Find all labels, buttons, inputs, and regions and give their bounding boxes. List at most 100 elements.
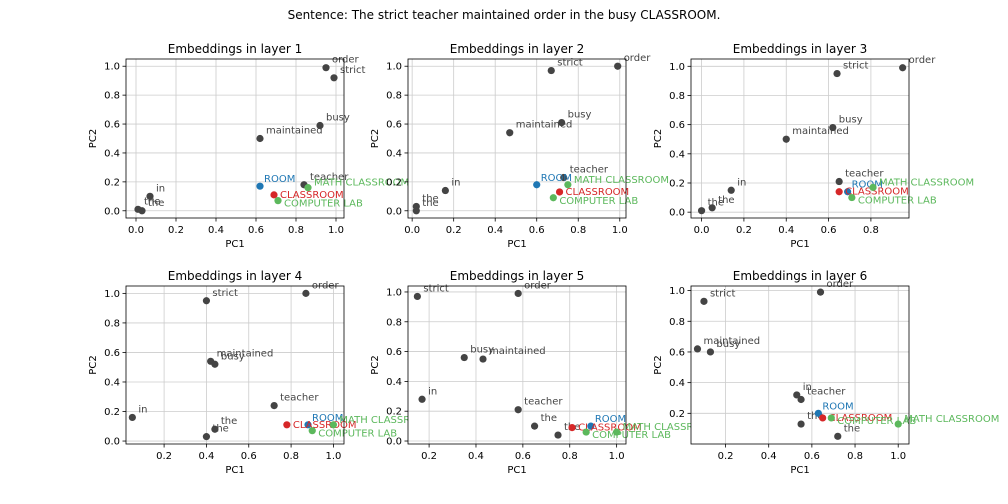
point-computer-lab	[827, 414, 835, 422]
point-label: the	[708, 198, 724, 209]
x-tick-label: 0.2	[156, 451, 172, 462]
point-label: in	[737, 177, 746, 188]
x-tick-label: 0.4	[468, 451, 484, 462]
y-tick-label: 0.2	[104, 177, 120, 188]
point-label: busy	[839, 115, 863, 126]
x-tick-label: 0.2	[421, 451, 437, 462]
point-label: the	[844, 423, 860, 434]
point-order	[899, 64, 907, 72]
y-tick-label: 0.0	[386, 437, 402, 448]
y-tick-label: 0.2	[669, 178, 685, 189]
point-order	[302, 289, 310, 297]
point-label: the	[212, 424, 228, 435]
point-label: in	[138, 404, 147, 415]
point-the	[554, 431, 562, 439]
point-maintained	[256, 134, 264, 143]
point-busy	[316, 121, 324, 130]
point-label: strict	[340, 65, 366, 76]
y-tick-label: 0.6	[104, 120, 120, 131]
point-label: order	[624, 53, 652, 64]
y-tick-label: 0.4	[669, 378, 685, 389]
point-the	[211, 425, 219, 433]
point-strict	[413, 292, 421, 301]
y-tick-label: 0.2	[386, 407, 402, 418]
plot-area	[691, 59, 909, 218]
plot-frame	[125, 58, 345, 219]
point-in	[727, 186, 735, 194]
point-label: CLASSROOM	[845, 187, 909, 198]
point-the	[697, 207, 706, 215]
point-classroom	[283, 421, 291, 429]
x-tick-label: 0.8	[570, 225, 586, 236]
point-computer-lab	[549, 194, 557, 202]
point-label: CLASSROOM	[293, 420, 357, 431]
point-maintained	[782, 135, 790, 143]
point-label: MATH CLASSROOM	[339, 415, 434, 426]
x-tick-label: 0.2	[718, 451, 734, 462]
point-computer-lab	[848, 193, 856, 202]
point-label: the	[144, 196, 160, 207]
x-axis-label: PC1	[790, 465, 809, 476]
point-strict	[202, 297, 211, 305]
point-label: ROOM	[822, 401, 853, 412]
y-tick-label: 0.6	[104, 348, 120, 359]
point-order	[614, 62, 622, 70]
point-room	[304, 421, 312, 429]
point-strict	[833, 69, 841, 78]
subplot-layer-1: 0.0 0.2 0.4 0.6 0.8 1.0 0.0 0.2 0.4 0.6 0.8 1.0 orde…	[88, 42, 409, 250]
y-tick-label: 0.0	[104, 437, 120, 448]
point-order	[816, 288, 825, 296]
x-tick-label: 0.6	[248, 225, 264, 236]
point-label: busy	[568, 110, 592, 121]
point-math-classroom	[869, 183, 877, 191]
subplot-layer-4: 0.2 0.4 0.6 0.8 1.00.00.20.40.60.81.0orderst…	[88, 269, 435, 476]
plot-frame	[407, 285, 627, 445]
point-label: COMPUTER LAB	[858, 196, 937, 207]
x-tick-label: 0.8	[562, 451, 578, 462]
x-tick-label: 0.2	[168, 225, 184, 236]
subplot-title: Embeddings in layer 4	[168, 269, 302, 283]
x-tick-label: 0.8	[863, 225, 879, 236]
x-axis-label: PC1	[225, 465, 244, 476]
point-order	[514, 289, 522, 298]
point-label: MATH CLASSROOM	[904, 414, 999, 425]
point-label: teacher	[845, 169, 884, 180]
point-the	[834, 432, 842, 440]
plot-frame	[690, 58, 910, 219]
x-axis-label: PC1	[507, 239, 526, 250]
y-tick-label: 0.0	[104, 206, 120, 217]
point-the	[708, 204, 716, 212]
point-in	[418, 395, 426, 403]
point-label: busy	[326, 112, 350, 123]
y-tick-label: 0.4	[104, 377, 120, 388]
y-tick-label: 0.4	[669, 149, 685, 160]
y-tick-label: 0.6	[669, 120, 685, 131]
point-label: teacher	[524, 397, 563, 408]
point-teacher	[514, 406, 522, 414]
point-label: ROOM	[312, 413, 343, 424]
point-label: busy	[221, 351, 245, 362]
point-computer-lab	[274, 197, 282, 205]
y-tick-label: 0.0	[386, 206, 402, 217]
x-tick-label: 0.4	[761, 451, 777, 462]
x-tick-label: 0.0	[404, 225, 420, 236]
x-tick-label: 0.4	[198, 451, 214, 462]
point-label: COMPUTER LAB	[284, 199, 363, 210]
point-teacher	[560, 173, 568, 182]
point-busy	[829, 123, 837, 132]
point-room	[844, 188, 852, 196]
point-label: maintained	[266, 126, 323, 137]
y-axis-label: PC2	[88, 355, 99, 374]
point-busy	[460, 353, 468, 362]
point-label: strict	[710, 288, 736, 299]
x-tick-label: 0.6	[804, 451, 820, 462]
point-label: order	[909, 55, 937, 66]
point-classroom	[270, 191, 278, 199]
y-tick-label: 1.0	[669, 286, 685, 297]
point-teacher	[270, 402, 278, 410]
point-busy	[558, 119, 566, 127]
x-tick-label: 0.0	[694, 225, 710, 236]
x-tick-label: 0.6	[821, 225, 837, 236]
y-tick-label: 0.8	[669, 317, 685, 328]
x-tick-label: 1.0	[612, 225, 628, 236]
